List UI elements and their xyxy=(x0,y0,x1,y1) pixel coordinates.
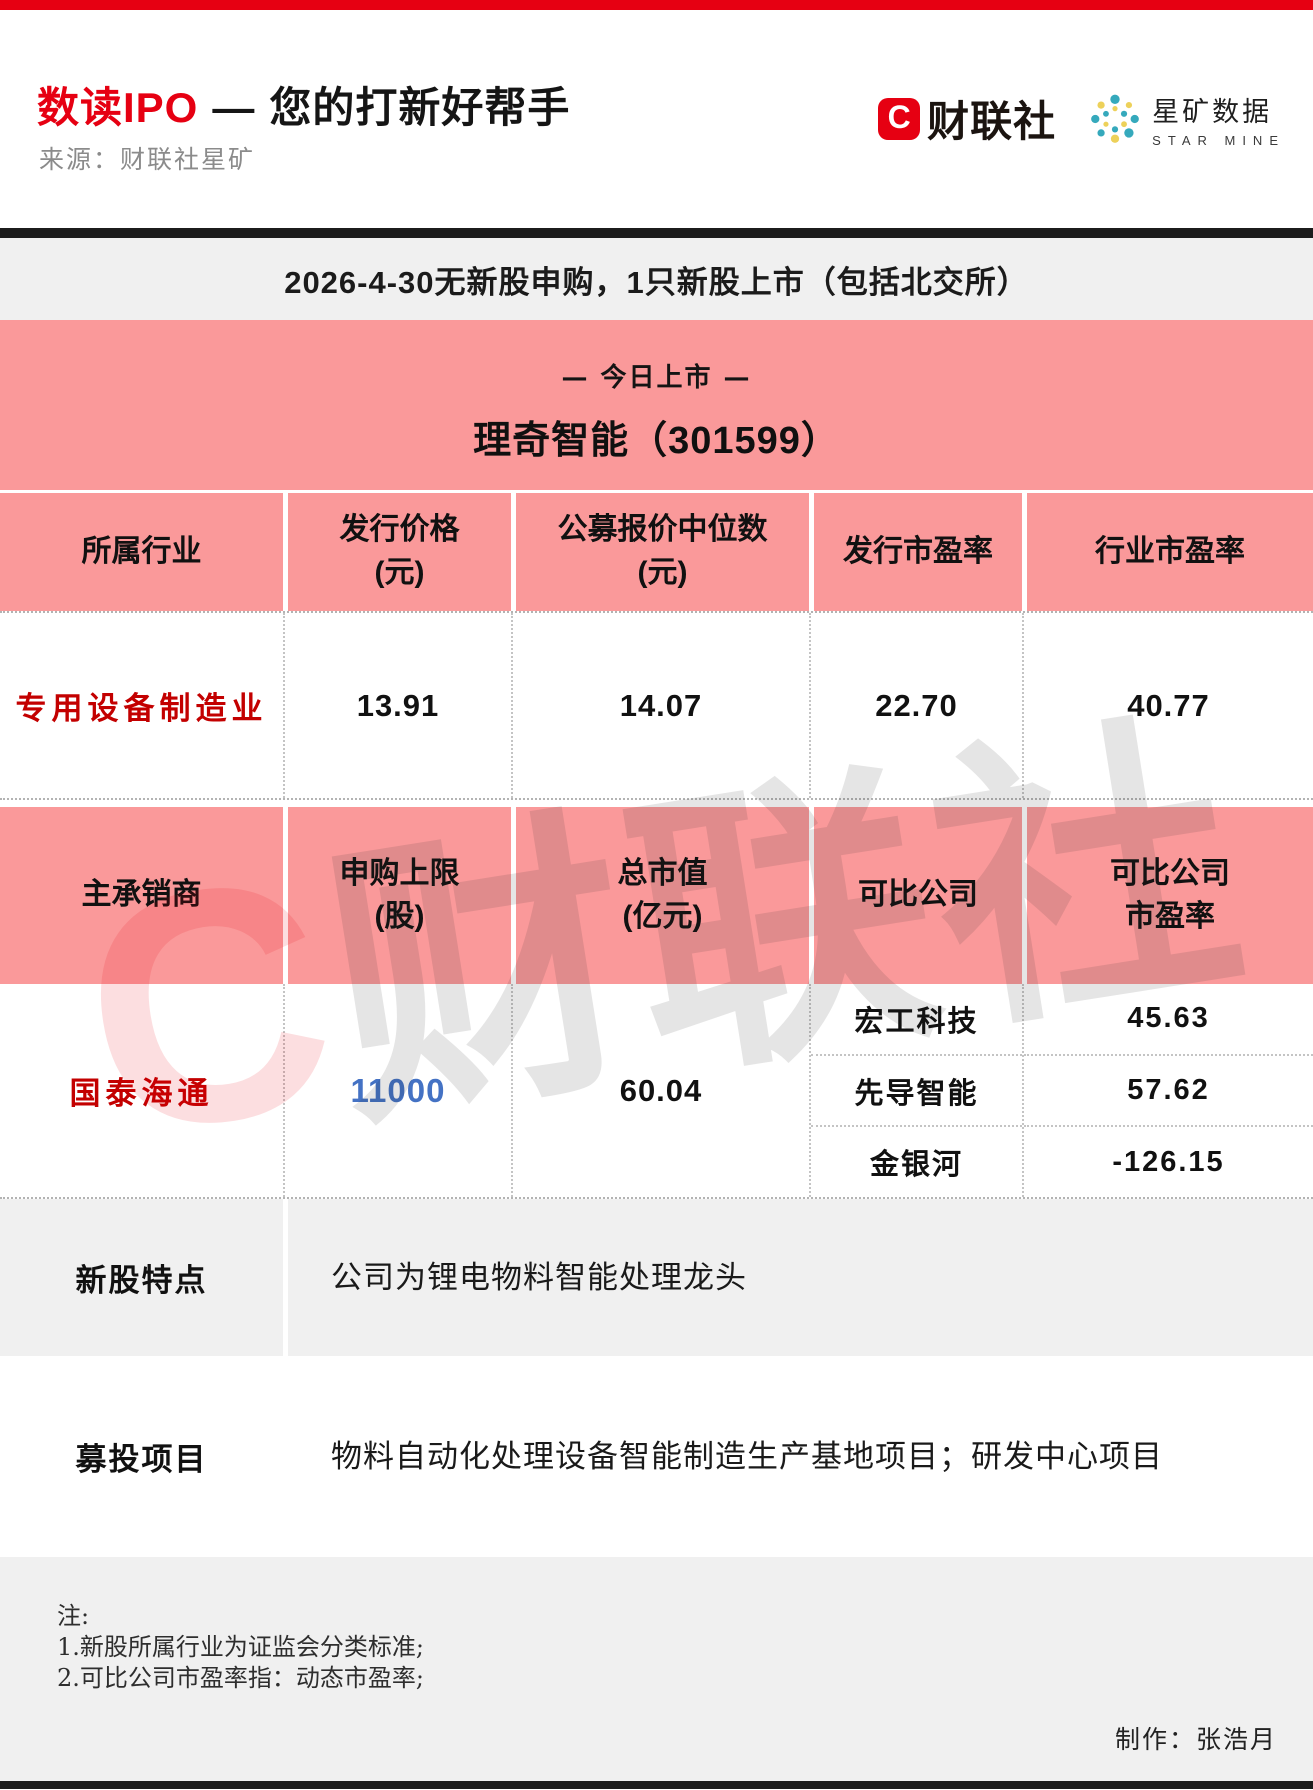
industry-pe-value: 40.77 xyxy=(1022,613,1313,798)
cailianshe-c-icon: C xyxy=(878,97,921,140)
note-item: 2.可比公司市盈率指：动态市盈率; xyxy=(57,1664,424,1692)
page-title: 数读IPO — 您的打新好帮手 xyxy=(37,74,570,135)
table2-header-underwriter: 主承销商 xyxy=(0,807,283,984)
table2-header-row: 主承销商 申购上限 (股) 总市值 (亿元) 可比公司 可比公司 市盈率 xyxy=(0,807,1313,984)
comparable-names-column: 宏工科技 先导智能 金银河 xyxy=(809,984,1022,1197)
comparable-name: 宏工科技 xyxy=(854,1005,979,1038)
industry-value: 专用设备制造业 xyxy=(15,691,268,726)
credit-line: 制作：张浩月 xyxy=(1114,1725,1277,1754)
table1-header-row: 所属行业 发行价格 (元) 公募报价中位数 (元) 发行市盈率 行业市盈率 xyxy=(0,490,1313,613)
features-label: 新股特点 xyxy=(75,1263,208,1298)
table2-header-subscription-limit: 申购上限 (股) xyxy=(283,807,511,984)
starmine-logo: 星矿数据 STAR MINE xyxy=(1088,90,1285,148)
masthead: 数读IPO — 您的打新好帮手 来源：财联社星矿 C 财联社 xyxy=(0,10,1313,228)
median-quote-value: 14.07 xyxy=(511,613,809,798)
page-title-highlight: 数读IPO xyxy=(37,84,199,131)
listing-company-name: 理奇智能（301599） xyxy=(473,420,840,462)
comparable-name: 金银河 xyxy=(811,1125,1022,1197)
projects-label: 募投项目 xyxy=(75,1442,208,1477)
stock-features-row: 新股特点 公司为锂电物料智能处理龙头 xyxy=(0,1199,1313,1356)
issue-pe-value: 22.70 xyxy=(809,613,1022,798)
cailianshe-logo-text: 财联社 xyxy=(927,98,1057,145)
comparable-pe: -126.15 xyxy=(1024,1125,1313,1197)
table1-header-industry-pe: 行业市盈率 xyxy=(1022,493,1313,611)
table2-header-comparable: 可比公司 xyxy=(809,807,1022,984)
daily-headline: 2026-4-30无新股申购，1只新股上市（包括北交所） xyxy=(0,238,1313,320)
table1-header-industry: 所属行业 xyxy=(0,493,283,611)
page-title-dash: — xyxy=(212,84,256,131)
starmine-subtitle: STAR MINE xyxy=(1152,132,1285,148)
subscription-limit-value: 11000 xyxy=(283,984,511,1197)
table2-data-row: 国泰海通 11000 60.04 宏工科技 先导智能 金银河 45.63 57.… xyxy=(0,984,1313,1199)
today-listing-tag: — 今日上市 — xyxy=(561,363,752,393)
comparable-pe-column: 45.63 57.62 -126.15 xyxy=(1022,984,1313,1197)
table2-header-market-cap: 总市值 (亿元) xyxy=(511,807,809,984)
top-accent-bar xyxy=(0,0,1313,10)
bottom-black-bar xyxy=(0,1781,1313,1789)
black-divider-bar xyxy=(0,228,1313,238)
table1-header-median-quote: 公募报价中位数 (元) xyxy=(511,493,809,611)
table2-header-comparable-pe: 可比公司 市盈率 xyxy=(1022,807,1313,984)
starmine-logo-text: 星矿数据 STAR MINE xyxy=(1152,90,1285,148)
features-content: 公司为锂电物料智能处理龙头 xyxy=(283,1199,1313,1356)
issue-price-value: 13.91 xyxy=(283,613,511,798)
logo-group: C 财联社 xyxy=(878,88,1285,149)
comparable-pe: 57.62 xyxy=(1024,1053,1313,1126)
note-item: 1.新股所属行业为证监会分类标准; xyxy=(57,1633,424,1661)
starmine-dots-icon xyxy=(1091,94,1140,143)
today-listing-block: — 今日上市 — 理奇智能（301599） xyxy=(0,320,1313,490)
table1-header-issue-pe: 发行市盈率 xyxy=(809,493,1022,611)
fundraising-projects-row: 募投项目 物料自动化处理设备智能制造生产基地项目；研发中心项目 xyxy=(0,1356,1313,1557)
projects-content: 物料自动化处理设备智能制造生产基地项目；研发中心项目 xyxy=(283,1356,1313,1557)
table1-data-row: 专用设备制造业 13.91 14.07 22.70 40.77 xyxy=(0,613,1313,800)
cailianshe-logo: C 财联社 xyxy=(878,88,1056,149)
notes-section: 注: 1.新股所属行业为证监会分类标准; 2.可比公司市盈率指：动态市盈率; 制… xyxy=(0,1557,1313,1781)
underwriter-value: 国泰海通 xyxy=(69,1076,214,1111)
comparable-pe: 45.63 xyxy=(1127,1002,1210,1035)
comparable-name: 先导智能 xyxy=(811,1053,1022,1126)
source-line: 来源：财联社星矿 xyxy=(39,146,256,174)
notes-heading: 注: xyxy=(57,1602,90,1630)
starmine-name: 星矿数据 xyxy=(1152,96,1273,127)
market-cap-value: 60.04 xyxy=(511,984,809,1197)
page-title-rest: 您的打新好帮手 xyxy=(269,84,571,131)
table1-header-issue-price: 发行价格 (元) xyxy=(283,493,511,611)
